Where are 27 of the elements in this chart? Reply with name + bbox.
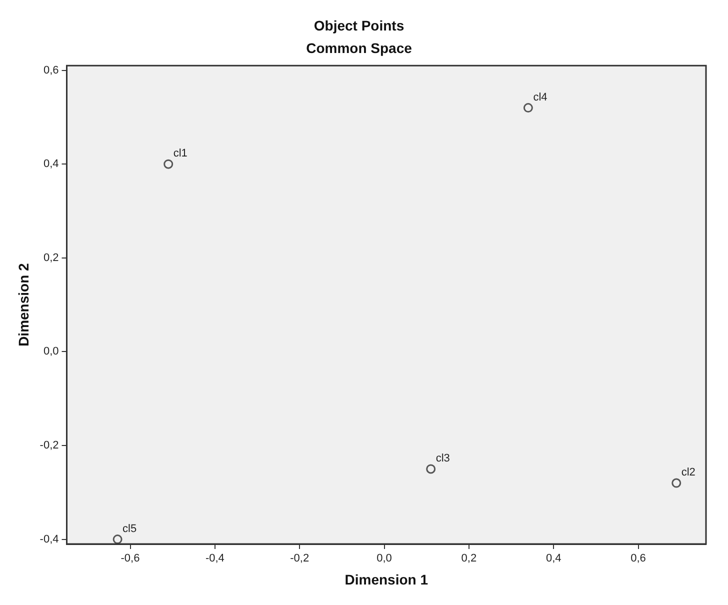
annotation: cl1	[173, 148, 188, 160]
y-tick-label: 0,0	[43, 346, 59, 358]
x-tick-label: -0,2	[290, 552, 310, 565]
annotation: cl4	[533, 91, 548, 104]
chart-subtitle: Common Space	[306, 40, 412, 56]
chart-title: Object Points	[314, 17, 404, 34]
point	[426, 464, 436, 474]
x-tick-label: 0,6	[630, 552, 646, 565]
annotation: cl3	[436, 452, 450, 464]
point	[672, 478, 682, 488]
x-tick-label: -0,6	[120, 552, 140, 565]
x-tick-label: 0,0	[376, 552, 392, 565]
y-tick-label: 0,6	[43, 64, 59, 76]
y-tick-label: 0,2	[43, 252, 59, 264]
annotation: cl2	[681, 466, 696, 479]
x-tick-label: 0,2	[461, 552, 477, 565]
x-tick-label: -0,4	[205, 552, 224, 565]
y-axis-title: Dimension 2	[15, 262, 32, 346]
annotation: cl5	[122, 522, 137, 535]
y-tick-label: -0,4	[40, 533, 59, 546]
point	[112, 534, 122, 544]
point	[164, 159, 174, 169]
y-tick-label: -0,2	[40, 440, 59, 452]
y-tick-label: 0,4	[43, 158, 59, 170]
x-axis-title: Dimension 1	[344, 571, 428, 588]
point	[523, 103, 533, 113]
x-tick-label: 0,4	[546, 552, 562, 565]
